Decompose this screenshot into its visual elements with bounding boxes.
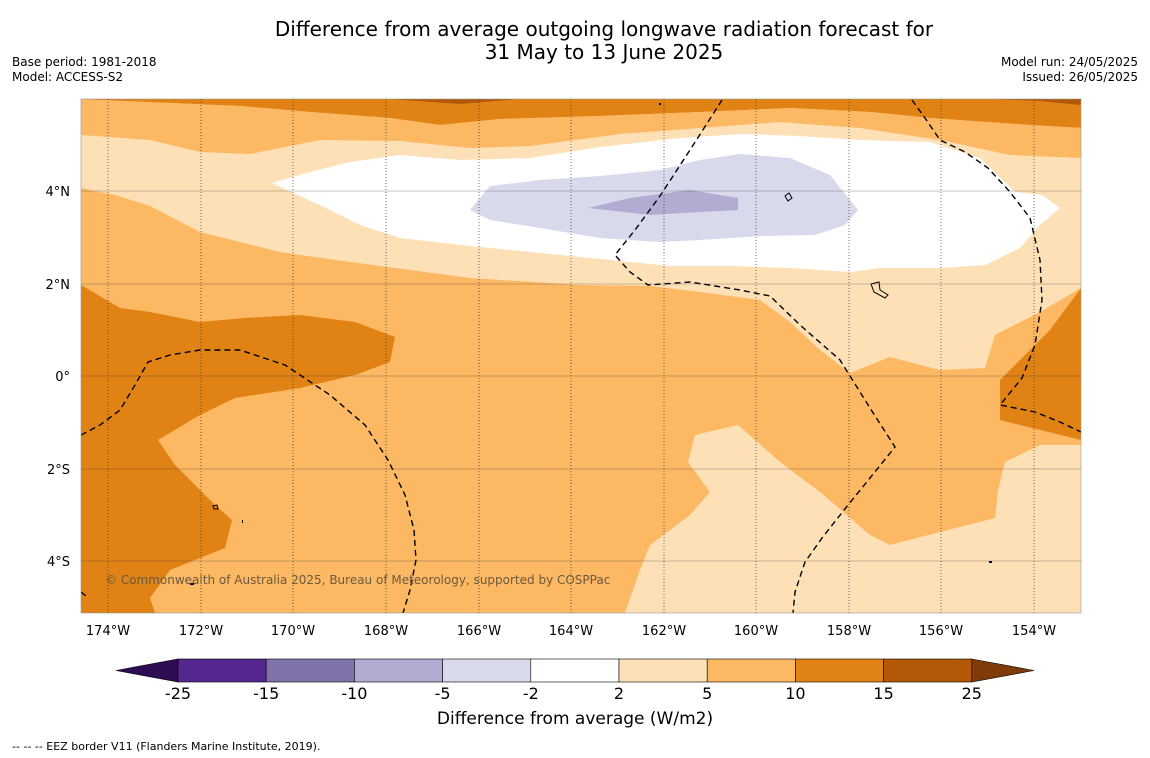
issued-date: Issued: 26/05/2025 — [1022, 70, 1138, 84]
colorbar-segment — [618, 658, 708, 683]
lon-label: 160°W — [734, 624, 778, 639]
title-line-1: Difference from average outgoing longwav… — [274, 17, 934, 41]
base-period: Base period: 1981-2018 — [12, 55, 157, 69]
colorbar-extend-low — [115, 658, 179, 683]
colorbar-tick-label: -25 — [165, 684, 191, 703]
eez-border-2 — [911, 99, 1081, 433]
meta-left: Base period: 1981-2018 Model: ACCESS-S2 — [12, 55, 157, 85]
lon-label: 166°W — [457, 624, 501, 639]
colorbar-tick-label: 2 — [614, 684, 624, 703]
colorbar-tick-label: -15 — [253, 684, 279, 703]
contour-15-25-north-a — [390, 99, 520, 104]
lat-label: 2°S — [47, 463, 70, 478]
map-frame — [80, 98, 1082, 614]
lon-label: 158°W — [827, 624, 871, 639]
island-outline-3 — [212, 504, 219, 510]
meta-right: Model run: 24/05/2025 Issued: 26/05/2025 — [1001, 55, 1138, 85]
eez-footnote: -- -- -- EEZ border V11 (Flanders Marine… — [12, 740, 321, 753]
lat-label: 2°N — [46, 278, 71, 293]
colorbar-segment — [177, 658, 267, 683]
colorbar: -25 -15 -10 -5 -2 2 5 10 15 25 — [115, 658, 1035, 703]
colorbar-tick-label: 15 — [873, 684, 893, 703]
island-outline-1 — [784, 192, 793, 202]
island-dot-4 — [659, 103, 661, 105]
lon-label: 170°W — [271, 624, 315, 639]
contour-field — [81, 99, 1081, 613]
colorbar-extend-high — [971, 658, 1035, 683]
colorbar-segment — [530, 658, 620, 683]
model-run: Model run: 24/05/2025 — [1000, 55, 1138, 69]
contour-5-10-north — [81, 99, 1081, 158]
lon-label: 154°W — [1012, 624, 1056, 639]
longitude-labels: 174°W 172°W 170°W 168°W 166°W 164°W 162°W 160°W… — [86, 624, 1056, 639]
island-dot-1 — [190, 583, 194, 585]
contour-10-15-north — [81, 99, 1081, 128]
colorbar-segment — [265, 658, 355, 683]
lon-label: 174°W — [86, 624, 130, 639]
eez-border-4 — [81, 591, 87, 597]
eez-border-1 — [614, 99, 896, 613]
eez-border-3 — [81, 349, 417, 613]
map-title: Difference from average outgoing longwav… — [200, 18, 1008, 64]
colorbar-tick-label: 5 — [702, 684, 712, 703]
lat-label: 4°N — [46, 185, 71, 200]
lon-label: 168°W — [364, 624, 408, 639]
latitude-labels: 4°N 2°N 0° 2°S 4°S — [46, 185, 71, 570]
eez-borders — [81, 99, 1081, 613]
colorbar-segment — [442, 658, 532, 683]
contour-2-5-south — [625, 425, 1081, 613]
colorbar-tick-label: -5 — [435, 684, 451, 703]
title-line-2: 31 May to 13 June 2025 — [484, 40, 724, 64]
contour-m10-m5 — [588, 190, 738, 215]
lat-label: 4°S — [47, 555, 70, 570]
gridlines — [81, 99, 1081, 613]
model-name: Model: ACCESS-S2 — [12, 70, 124, 84]
lat-label: 0° — [55, 370, 70, 385]
colorbar-segment — [795, 658, 884, 683]
island-dot-3 — [242, 520, 243, 523]
copyright-notice: © Commonwealth of Australia 2025, Bureau… — [105, 573, 610, 587]
colorbar-label: Difference from average (W/m2) — [436, 709, 714, 729]
lon-label: 164°W — [549, 624, 593, 639]
island-outline-2 — [870, 281, 889, 299]
lon-label: 172°W — [179, 624, 223, 639]
colorbar-segment — [706, 658, 796, 683]
colorbar-tick-label: 10 — [785, 684, 805, 703]
colorbar-segment — [883, 658, 973, 683]
colorbar-tick-label: -10 — [341, 684, 367, 703]
colorbar-tick-label: -2 — [523, 684, 539, 703]
colorbar-segment — [354, 658, 443, 683]
contour-15-25-north-b — [990, 99, 1081, 105]
colorbar-tick-label: 25 — [962, 684, 982, 703]
island-dot-2 — [989, 561, 992, 563]
lon-label: 156°W — [919, 624, 963, 639]
lon-label: 162°W — [642, 624, 686, 639]
